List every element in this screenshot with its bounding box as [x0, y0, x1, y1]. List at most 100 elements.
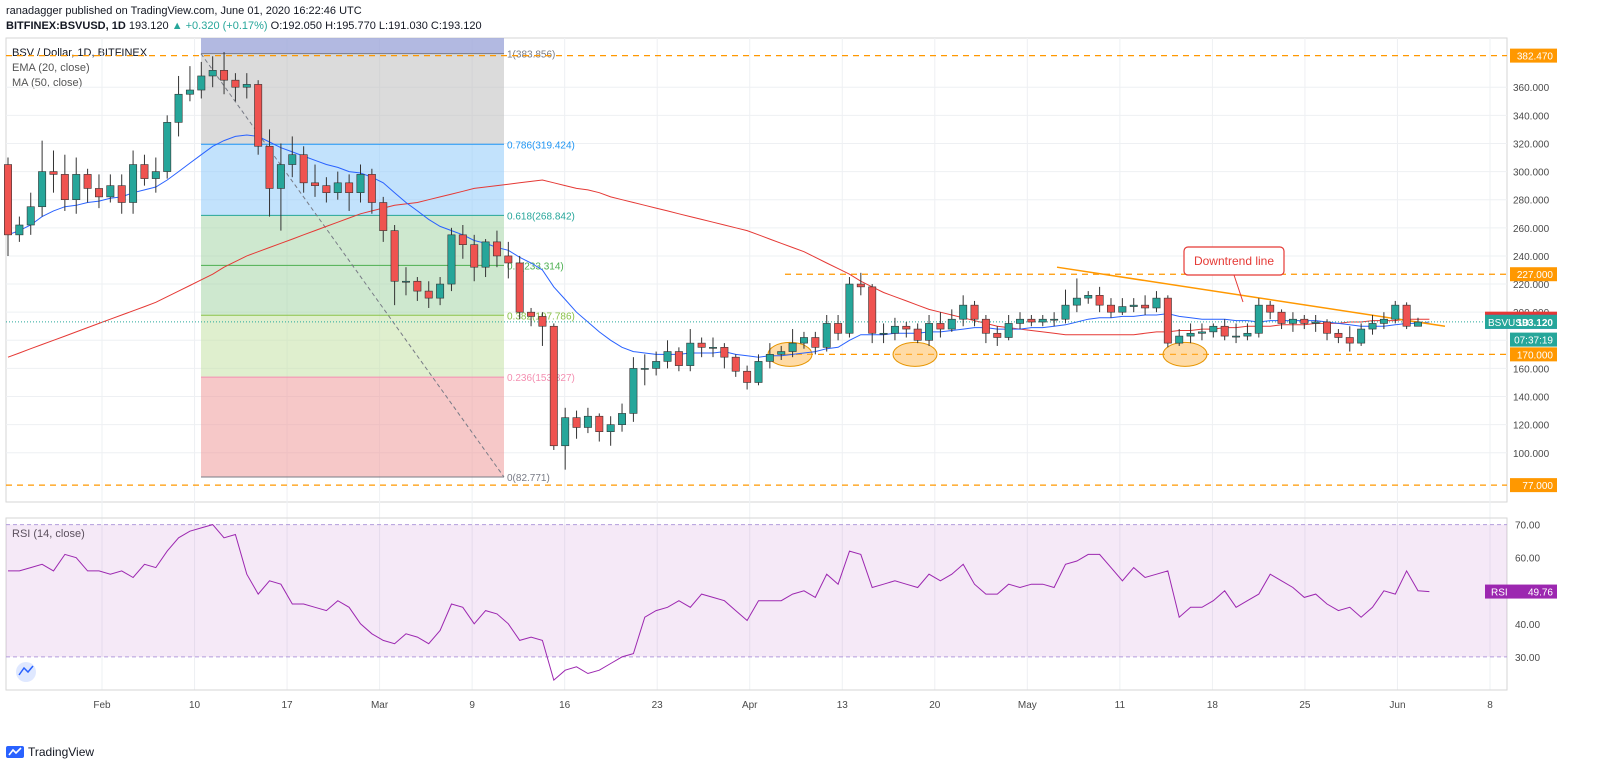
x-tick-label: 23: [652, 700, 664, 711]
candle: [618, 403, 626, 432]
candle-body: [1288, 318, 1297, 324]
candle-body: [925, 323, 934, 341]
candle: [1277, 309, 1286, 330]
candle-body: [1107, 304, 1115, 313]
moving-average-lines: [6, 134, 1507, 358]
axis-price-tag: [1510, 478, 1557, 493]
candle: [242, 73, 251, 99]
candle: [492, 230, 501, 268]
candle-body: [1050, 318, 1059, 321]
candle-body: [868, 286, 877, 334]
tradingview-logo[interactable]: TradingView: [6, 745, 94, 759]
fib-level-label: 0.5(233.314): [507, 261, 564, 272]
rsi-legend[interactable]: RSI (14, close): [12, 528, 85, 540]
candle-body: [447, 234, 456, 285]
candle-body: [95, 188, 103, 198]
candle-body: [1368, 323, 1377, 330]
candle: [1334, 329, 1343, 344]
candle: [845, 277, 854, 338]
price-pane-border: [5, 37, 1508, 503]
candle-body: [129, 164, 138, 203]
axis-price-tag-name: BSVUSD: [1488, 318, 1529, 329]
axis-price-tag: [1485, 314, 1557, 329]
candle: [49, 150, 58, 193]
candle: [1391, 300, 1400, 324]
candle: [709, 337, 717, 358]
x-tick-label: 17: [282, 700, 294, 711]
candle-body: [1323, 321, 1331, 334]
axis-price-tag-value: 07:37:19: [1514, 336, 1553, 347]
axis-price-tag-value: 170.000: [1517, 350, 1554, 361]
candle-body: [1072, 297, 1081, 306]
axis-price-tag: [1510, 48, 1557, 63]
candle-body: [811, 337, 820, 348]
ema20-line: [7, 134, 1430, 358]
candle-body: [15, 224, 24, 236]
fib-level-label: 0.618(268.842): [507, 211, 575, 222]
candle-body: [379, 202, 388, 231]
candle: [1368, 314, 1377, 335]
candle: [811, 331, 820, 355]
candle-body: [356, 174, 365, 193]
candle: [1402, 302, 1411, 330]
candle-body: [890, 325, 899, 334]
legend-ma[interactable]: MA (50, close): [12, 77, 83, 89]
candle: [174, 75, 183, 137]
candle-body: [1061, 304, 1070, 320]
candle: [288, 136, 297, 178]
candle-body: [1345, 337, 1354, 344]
candle: [38, 140, 47, 217]
fib-top-band: [201, 38, 504, 54]
candle-body: [640, 368, 649, 370]
candle: [606, 416, 615, 446]
candle: [15, 216, 24, 242]
candle-body: [822, 323, 831, 348]
candle-body: [697, 342, 706, 348]
y-tick-label: 300.000: [1513, 168, 1550, 179]
candle: [1061, 289, 1070, 324]
candle: [834, 314, 843, 341]
candle: [413, 277, 422, 301]
x-tick-label: 11: [1115, 700, 1126, 711]
candle-body: [492, 241, 501, 257]
candle: [1152, 291, 1161, 313]
candle-body: [1027, 318, 1036, 323]
fib-band: [201, 315, 504, 378]
candle-body: [754, 361, 763, 383]
candle-body: [1311, 321, 1320, 324]
candle: [1095, 286, 1104, 313]
x-tick-label: 18: [1207, 700, 1219, 711]
candle: [402, 267, 410, 296]
candle-body: [208, 70, 217, 77]
candle-body: [481, 241, 490, 268]
candle-body: [49, 171, 58, 175]
symbol-label: BITFINEX:BSVUSD, 1D: [6, 20, 126, 32]
candle: [1163, 295, 1172, 348]
candle: [652, 351, 661, 376]
candle-body: [1243, 332, 1252, 337]
candle: [1050, 312, 1059, 327]
downtrend-callout-text: Downtrend line: [1194, 254, 1274, 268]
candle: [254, 80, 263, 155]
candle-body: [1232, 335, 1241, 338]
candle: [140, 154, 149, 186]
downtrend-callout[interactable]: Downtrend line: [1183, 246, 1285, 303]
candle-body: [367, 174, 376, 203]
tradingview-icon: [6, 746, 24, 758]
legend-ema[interactable]: EMA (20, close): [12, 62, 90, 74]
candle: [561, 407, 570, 470]
candle: [60, 154, 69, 211]
candle-body: [322, 185, 331, 193]
candle-body: [163, 122, 172, 172]
candle: [367, 168, 376, 214]
candle-body: [333, 182, 342, 193]
candle: [1118, 298, 1127, 315]
candle: [822, 314, 831, 352]
candle-body: [1118, 306, 1127, 313]
candle: [1175, 329, 1184, 346]
candle-body: [311, 182, 319, 186]
price-chart[interactable]: 1(383.856) 0.786(319.424) 0.618(268.842) 0.…: [0, 0, 1600, 740]
candle: [1243, 323, 1252, 341]
y-tick-label: 220.000: [1513, 280, 1550, 291]
candle-body: [618, 413, 626, 425]
